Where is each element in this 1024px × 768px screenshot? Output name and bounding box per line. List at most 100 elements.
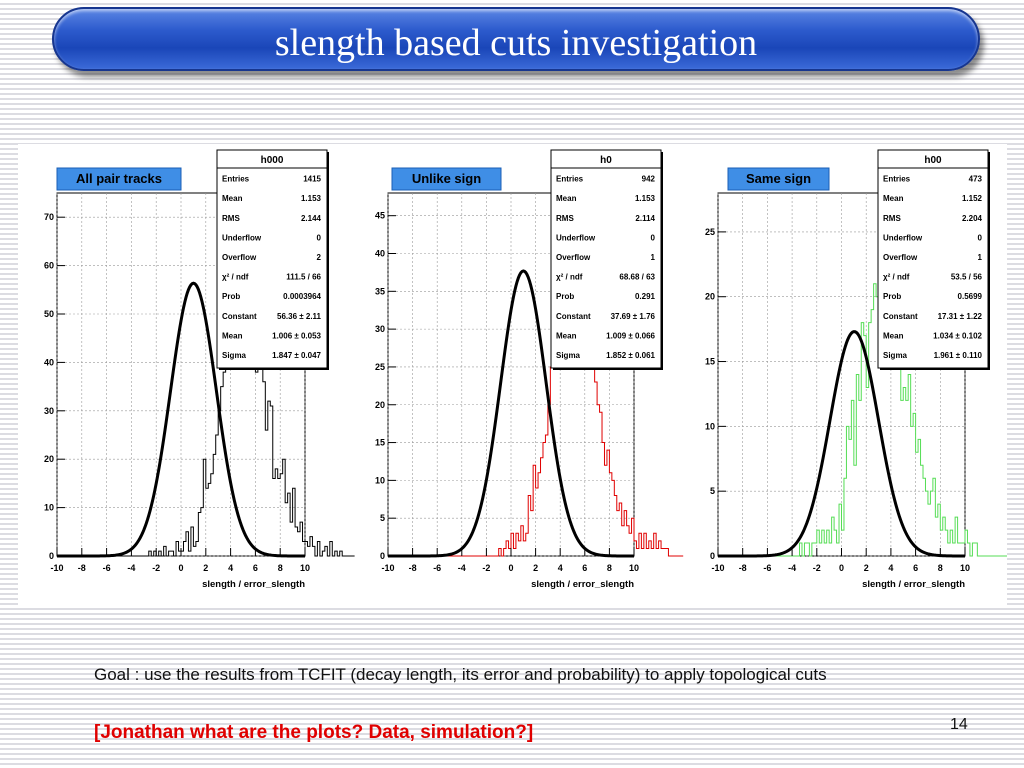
x-tick-label: -6 [763, 563, 771, 573]
x-tick-label: 2 [533, 563, 538, 573]
stats-row-label: Mean [556, 194, 577, 203]
histogram-bars [718, 218, 1007, 557]
stats-row-value: 1.847 ± 0.047 [272, 351, 321, 360]
y-tick-label: 60 [44, 261, 54, 271]
stats-row-label: Prob [556, 292, 574, 301]
stats-row-label: Constant [556, 312, 591, 321]
x-tick-label: -4 [127, 563, 135, 573]
question-note: [Jonathan what are the plots? Data, simu… [94, 722, 534, 743]
x-tick-label: -8 [739, 563, 747, 573]
x-tick-label: 4 [228, 563, 233, 573]
stats-row-value: 1.852 ± 0.061 [606, 351, 655, 360]
y-tick-label: 15 [705, 357, 715, 367]
y-tick-label: 70 [44, 212, 54, 222]
stats-row-label: Mean [556, 331, 577, 340]
y-tick-label: 40 [375, 249, 385, 259]
x-tick-label: 0 [839, 563, 844, 573]
x-tick-label: 10 [300, 563, 310, 573]
y-tick-label: 35 [375, 286, 385, 296]
stats-row-value: 0 [317, 233, 322, 242]
stats-box-name: h0 [600, 155, 612, 166]
stats-row-label: Underflow [222, 233, 262, 242]
stats-row-value: 0.291 [635, 292, 656, 301]
x-tick-label: 6 [253, 563, 258, 573]
stats-row-value: 1.153 [635, 194, 656, 203]
stats-row-value: 0 [651, 233, 656, 242]
x-tick-label: 10 [960, 563, 970, 573]
chart-title-box [56, 167, 182, 191]
x-tick-label: 2 [203, 563, 208, 573]
stats-row-label: Sigma [883, 351, 908, 360]
x-tick-label: 10 [629, 563, 639, 573]
histogram-panel-2: -10 -8 -6 -4 -2 0 2 4 6 8 10051015202530354045slen… [375, 149, 684, 590]
stats-row-value: 1 [978, 253, 983, 262]
y-tick-label: 30 [375, 324, 385, 334]
stats-row-value: 111.5 / 66 [286, 273, 321, 282]
y-tick-label: 50 [44, 309, 54, 319]
histogram-panels: -10 -8 -6 -4 -2 0 2 4 6 8 10010203040506070slength… [44, 149, 1007, 590]
stats-row-value: 2.114 [635, 214, 655, 223]
stats-row-value: 56.36 ± 2.11 [277, 312, 322, 321]
chart-title: Same sign [746, 171, 811, 186]
stats-row-label: Prob [222, 292, 240, 301]
stats-row-value: 0.5699 [958, 292, 983, 301]
x-tick-label: 8 [938, 563, 943, 573]
x-tick-label: 2 [864, 563, 869, 573]
x-tick-label: 4 [558, 563, 563, 573]
stats-row-value: 2.144 [301, 214, 322, 223]
stats-row-value: 2.204 [962, 214, 983, 223]
stats-row-value: 1.152 [962, 194, 983, 203]
chart-title: All pair tracks [76, 171, 162, 186]
stats-row-value: 2 [317, 253, 322, 262]
stats-row-label: Underflow [556, 233, 596, 242]
stats-row-label: Prob [883, 292, 901, 301]
stats-row-value: 1.961 ± 0.110 [934, 351, 983, 360]
stats-row-label: RMS [883, 214, 901, 223]
stats-row-label: χ² / ndf [222, 273, 249, 282]
stats-row-label: Overflow [556, 253, 591, 262]
stats-row-value: 1.153 [301, 194, 322, 203]
goal-text: Goal : use the results from TCFIT (decay… [94, 665, 827, 684]
gaussian-fit-curve [388, 269, 634, 558]
x-tick-label: 6 [913, 563, 918, 573]
y-tick-label: 45 [375, 211, 385, 221]
stats-row-value: 68.68 / 63 [619, 273, 655, 282]
x-tick-label: -8 [409, 563, 417, 573]
y-tick-label: 0 [380, 551, 385, 561]
y-tick-label: 0 [49, 551, 54, 561]
stats-row-label: Entries [556, 175, 584, 184]
x-tick-label: -8 [78, 563, 86, 573]
x-axis-label: slength / error_slength [862, 579, 965, 590]
stats-row-label: χ² / ndf [883, 273, 910, 282]
stats-row-value: 1.006 ± 0.053 [272, 331, 321, 340]
stats-row-label: χ² / ndf [556, 273, 583, 282]
chart-title-box [391, 167, 502, 191]
gaussian-fit-curve [57, 281, 305, 558]
stats-row-value: 942 [642, 175, 656, 184]
x-tick-label: -10 [381, 563, 394, 573]
x-tick-label: -6 [103, 563, 111, 573]
y-tick-label: 30 [44, 406, 54, 416]
stats-row-value: 1415 [303, 175, 321, 184]
stats-row-value: 473 [969, 175, 983, 184]
stats-row-value: 1 [651, 253, 656, 262]
y-tick-label: 20 [375, 400, 385, 410]
title-banner: slength based cuts investigation [52, 7, 980, 71]
stats-row-label: Mean [222, 331, 243, 340]
stats-box-name: h00 [924, 155, 942, 166]
x-tick-label: -10 [50, 563, 63, 573]
stats-row-label: Sigma [222, 351, 247, 360]
x-tick-label: -4 [458, 563, 466, 573]
x-tick-label: 0 [508, 563, 513, 573]
stats-row-label: Entries [222, 175, 250, 184]
stats-box [216, 149, 328, 369]
stats-row-value: 0.0003964 [283, 292, 321, 301]
y-tick-label: 10 [375, 475, 385, 485]
stats-row-value: 1.009 ± 0.066 [606, 331, 655, 340]
y-tick-label: 10 [705, 421, 715, 431]
y-tick-label: 25 [705, 227, 715, 237]
stats-row-label: Underflow [883, 233, 923, 242]
y-tick-label: 10 [44, 503, 54, 513]
y-tick-label: 25 [375, 362, 385, 372]
y-tick-label: 20 [44, 454, 54, 464]
